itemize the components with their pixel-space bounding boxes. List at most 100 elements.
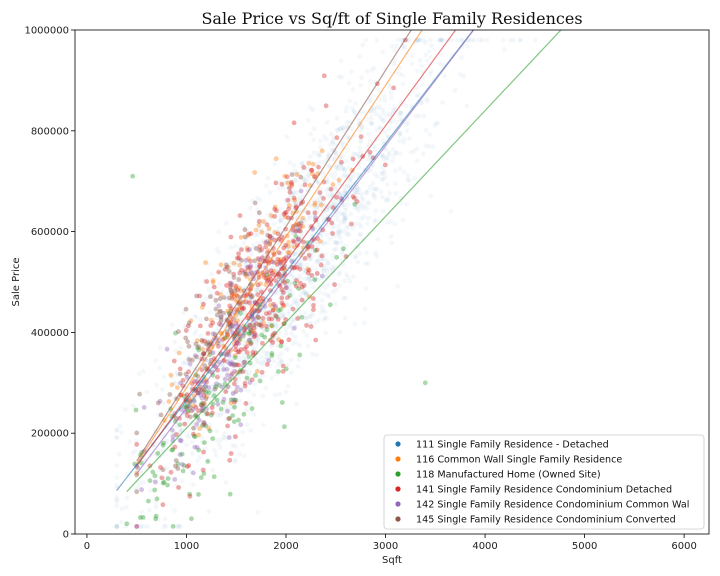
data-point xyxy=(178,380,184,386)
data-point xyxy=(318,233,324,239)
data-point xyxy=(272,161,278,167)
data-point xyxy=(352,195,357,201)
data-point xyxy=(161,440,166,446)
data-point xyxy=(287,282,293,288)
data-point xyxy=(254,287,260,293)
data-point xyxy=(226,435,232,440)
data-point xyxy=(349,126,355,132)
data-point xyxy=(397,138,403,144)
data-point xyxy=(172,429,178,435)
data-point xyxy=(327,236,333,242)
data-point xyxy=(371,65,377,71)
data-point xyxy=(258,255,264,261)
data-point xyxy=(214,315,219,321)
data-point xyxy=(247,329,252,335)
data-point xyxy=(261,272,267,278)
y-tick-label: 600000 xyxy=(31,227,69,238)
data-point xyxy=(279,291,285,296)
data-point xyxy=(339,160,345,166)
data-point xyxy=(226,416,232,421)
data-point xyxy=(306,160,312,166)
data-point xyxy=(153,516,159,522)
data-point xyxy=(287,188,293,194)
data-point xyxy=(195,373,201,379)
data-point xyxy=(119,506,125,512)
data-point xyxy=(337,126,343,132)
data-point xyxy=(232,288,238,294)
data-point xyxy=(214,380,220,386)
data-point xyxy=(180,468,186,474)
data-point xyxy=(349,154,355,160)
data-point xyxy=(182,421,188,427)
data-point xyxy=(303,315,308,321)
data-point xyxy=(326,260,332,266)
data-point xyxy=(296,286,302,291)
data-point xyxy=(256,303,261,309)
data-point xyxy=(269,268,274,273)
plot-frame xyxy=(74,29,710,535)
data-point xyxy=(289,304,295,310)
data-point xyxy=(432,123,438,128)
data-point xyxy=(218,314,224,320)
data-point xyxy=(316,159,322,165)
data-point xyxy=(317,239,323,244)
data-point xyxy=(318,284,323,290)
data-point xyxy=(332,224,337,229)
data-point xyxy=(319,193,325,199)
data-point xyxy=(292,334,298,340)
data-point xyxy=(416,37,421,43)
data-point xyxy=(330,156,336,162)
data-point xyxy=(134,472,140,478)
data-point xyxy=(189,451,195,456)
data-point xyxy=(242,380,248,386)
data-point xyxy=(251,323,257,329)
data-point xyxy=(123,524,128,529)
data-point xyxy=(365,260,371,266)
data-point xyxy=(168,372,174,378)
data-point xyxy=(257,378,263,384)
data-point xyxy=(210,278,216,283)
data-point xyxy=(244,228,250,234)
data-point xyxy=(476,37,482,43)
data-point xyxy=(248,263,254,268)
data-point xyxy=(360,42,366,48)
data-point xyxy=(238,387,244,393)
data-point xyxy=(154,452,160,458)
data-point xyxy=(371,186,376,192)
data-point xyxy=(392,181,398,187)
data-point xyxy=(233,320,239,326)
data-point xyxy=(258,312,264,318)
data-point xyxy=(133,438,139,444)
data-point xyxy=(210,279,216,285)
data-point xyxy=(270,340,276,345)
data-point xyxy=(302,176,307,182)
data-point xyxy=(319,273,325,279)
data-point xyxy=(232,404,237,410)
data-point xyxy=(320,241,326,247)
data-point xyxy=(283,210,289,215)
data-point xyxy=(350,225,356,231)
data-point xyxy=(288,281,293,287)
data-point xyxy=(253,246,259,251)
data-point xyxy=(326,292,331,298)
data-point xyxy=(152,473,158,479)
data-point xyxy=(248,428,254,433)
data-point xyxy=(261,254,267,260)
data-point xyxy=(374,37,380,43)
data-point xyxy=(357,145,363,151)
data-point xyxy=(389,44,395,49)
data-point xyxy=(199,435,205,440)
data-point xyxy=(303,179,308,185)
data-point xyxy=(222,336,227,341)
data-point xyxy=(192,314,198,319)
data-point xyxy=(285,278,291,284)
data-point xyxy=(270,338,276,344)
data-point xyxy=(303,276,308,282)
data-point xyxy=(380,107,385,113)
data-point xyxy=(271,358,277,364)
data-point xyxy=(187,384,193,390)
data-point xyxy=(256,336,261,342)
data-point xyxy=(297,224,303,230)
data-point xyxy=(265,274,271,280)
y-tick-label: 0 xyxy=(63,530,69,541)
